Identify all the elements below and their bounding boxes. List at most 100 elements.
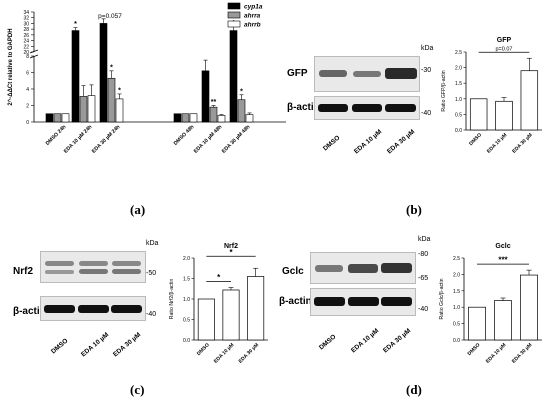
- legend-label-ahrra: ahrra: [244, 13, 261, 20]
- y-tick-label: 28: [23, 27, 29, 33]
- x-tick-label: EDA 10 µM: [213, 342, 235, 364]
- blot-d-target-strip: [310, 252, 416, 284]
- y-tick-label: 2.0: [455, 66, 462, 72]
- band: [352, 104, 382, 112]
- blot-c-target-label: Nrf2: [13, 266, 34, 277]
- blot-c-lane-3: EDA 30 µM: [112, 331, 143, 359]
- blot-c-marker-1: -50: [146, 270, 157, 277]
- band: [381, 297, 412, 306]
- y-tick-label: 26: [23, 33, 29, 39]
- blot-c-control-label: β-actin: [13, 306, 46, 317]
- blot-d-target-label: Gclc: [282, 266, 304, 277]
- band: [79, 261, 108, 266]
- bar: [520, 274, 538, 341]
- bar-ahrra: [79, 96, 88, 123]
- band: [45, 261, 74, 266]
- x-tick-label: DMSO 48h: [173, 124, 196, 147]
- y-tick-label: 0.5: [455, 112, 462, 118]
- y-tick-label: 1.0: [183, 297, 190, 303]
- significance-mark: *: [74, 21, 77, 28]
- axis-break-mark: [29, 49, 39, 54]
- panel-label-d: (d): [406, 382, 422, 397]
- bar-cyp1a: [201, 70, 210, 123]
- y-tick-label: 30: [23, 21, 29, 27]
- blot-b-lane-1: DMSO: [322, 134, 342, 153]
- band: [44, 305, 75, 313]
- bar-ahrrb: [87, 95, 96, 123]
- y-tick-label: 0.0: [453, 338, 460, 344]
- band: [381, 263, 412, 273]
- chart-title: Gclc: [495, 243, 510, 250]
- blot-c-kda-label: kDa: [146, 240, 159, 247]
- blot-b-marker-2: -40: [421, 110, 432, 117]
- x-tick-label: EDA 30 µM: [238, 342, 260, 364]
- y-tick-label: 0.5: [453, 322, 460, 328]
- chart-d: Gclc 0.0 0.5 1.0 1.5 2.0 2.5 Ratio Gclc/β-actin…: [439, 243, 542, 365]
- x-tick-label: DMSO 24h: [45, 124, 68, 147]
- bar-ahrrb: [217, 115, 226, 123]
- y-tick-label: 1.0: [455, 97, 462, 103]
- y-axis-label: 2^-ΔΔCt relative to GAPDH: [8, 28, 14, 105]
- blot-c-lane-2: EDA 10 µM: [80, 331, 111, 359]
- y-tick-label: 2.0: [183, 256, 190, 262]
- bar: [197, 298, 215, 341]
- significance-mark: *: [110, 64, 113, 71]
- legend-swatch-ahrrb: [227, 20, 241, 28]
- x-tick-label: DMSO: [467, 342, 482, 357]
- bar: [495, 100, 513, 131]
- blot-d-lane-2: EDA 10 µM: [350, 327, 381, 355]
- bar: [222, 289, 240, 341]
- y-tick-label: 24: [23, 39, 29, 45]
- y-tick-label: 2: [26, 104, 29, 110]
- blot-b-kda-label: kDa: [421, 45, 434, 52]
- bar-ahrrb: [245, 114, 254, 123]
- band: [385, 68, 417, 79]
- significance-mark: **: [211, 99, 217, 106]
- panel-label-b: (b): [406, 202, 422, 217]
- bar-ahrrb: [115, 98, 124, 123]
- bar-ahrrb: [189, 113, 198, 123]
- y-axis-label: Ratio Nrf2/β-actin: [169, 279, 175, 320]
- panel-label-c: (c): [130, 382, 145, 397]
- x-tick-label: EDA 30 µM 24h: [91, 124, 121, 154]
- blot-b-control-strip: [314, 96, 420, 120]
- y-tick-label: 8: [26, 54, 29, 60]
- bar-cyp1a: [45, 113, 54, 123]
- bar-cyp1a: [229, 30, 238, 123]
- y-tick-label: 22: [23, 44, 29, 50]
- blot-d-marker-2: -65: [418, 275, 429, 282]
- y-axis-label: Ratio GFP/β-actin: [441, 70, 447, 111]
- y-tick-label: 0.0: [183, 338, 190, 344]
- bar-ahrra: [53, 113, 62, 123]
- bar-ahrrb: [61, 113, 70, 123]
- x-tick-label: EDA 30 µM: [511, 342, 533, 364]
- bar-ahrra: [209, 106, 218, 123]
- x-tick-label: EDA 10 µM: [485, 342, 507, 364]
- blot-b-target-strip: [314, 56, 420, 92]
- blot-b-lane-3: EDA 30 µM: [386, 128, 417, 156]
- significance-label: p=0.07: [496, 47, 513, 53]
- x-tick-label: EDA 30 µM: [511, 132, 533, 154]
- y-tick-label: 0: [26, 120, 29, 126]
- y-tick-label: 2.0: [453, 272, 460, 278]
- significance-label: *: [229, 248, 233, 257]
- x-tick-label: EDA 10 µM 24h: [63, 124, 93, 154]
- significance-label: ***: [498, 256, 508, 265]
- y-tick-label: 2.5: [453, 256, 460, 262]
- legend-swatch-ahrra: [227, 11, 241, 19]
- legend-label-cyp1a: cyp1a: [244, 4, 263, 11]
- bar-ahrra: [107, 77, 116, 123]
- legend-swatch-cyp1a: [227, 2, 241, 10]
- x-tick-label: DMSO: [196, 342, 211, 357]
- significance-mark: *: [240, 88, 243, 95]
- y-tick-label: 20: [23, 50, 29, 56]
- y-tick-label: 32: [23, 16, 29, 22]
- band: [348, 264, 378, 273]
- significance-mark: *: [118, 87, 121, 94]
- band: [314, 297, 345, 306]
- band: [353, 71, 381, 77]
- y-tick-label: 34: [23, 10, 29, 16]
- band: [112, 261, 141, 266]
- bar-cyp1a: [99, 23, 108, 123]
